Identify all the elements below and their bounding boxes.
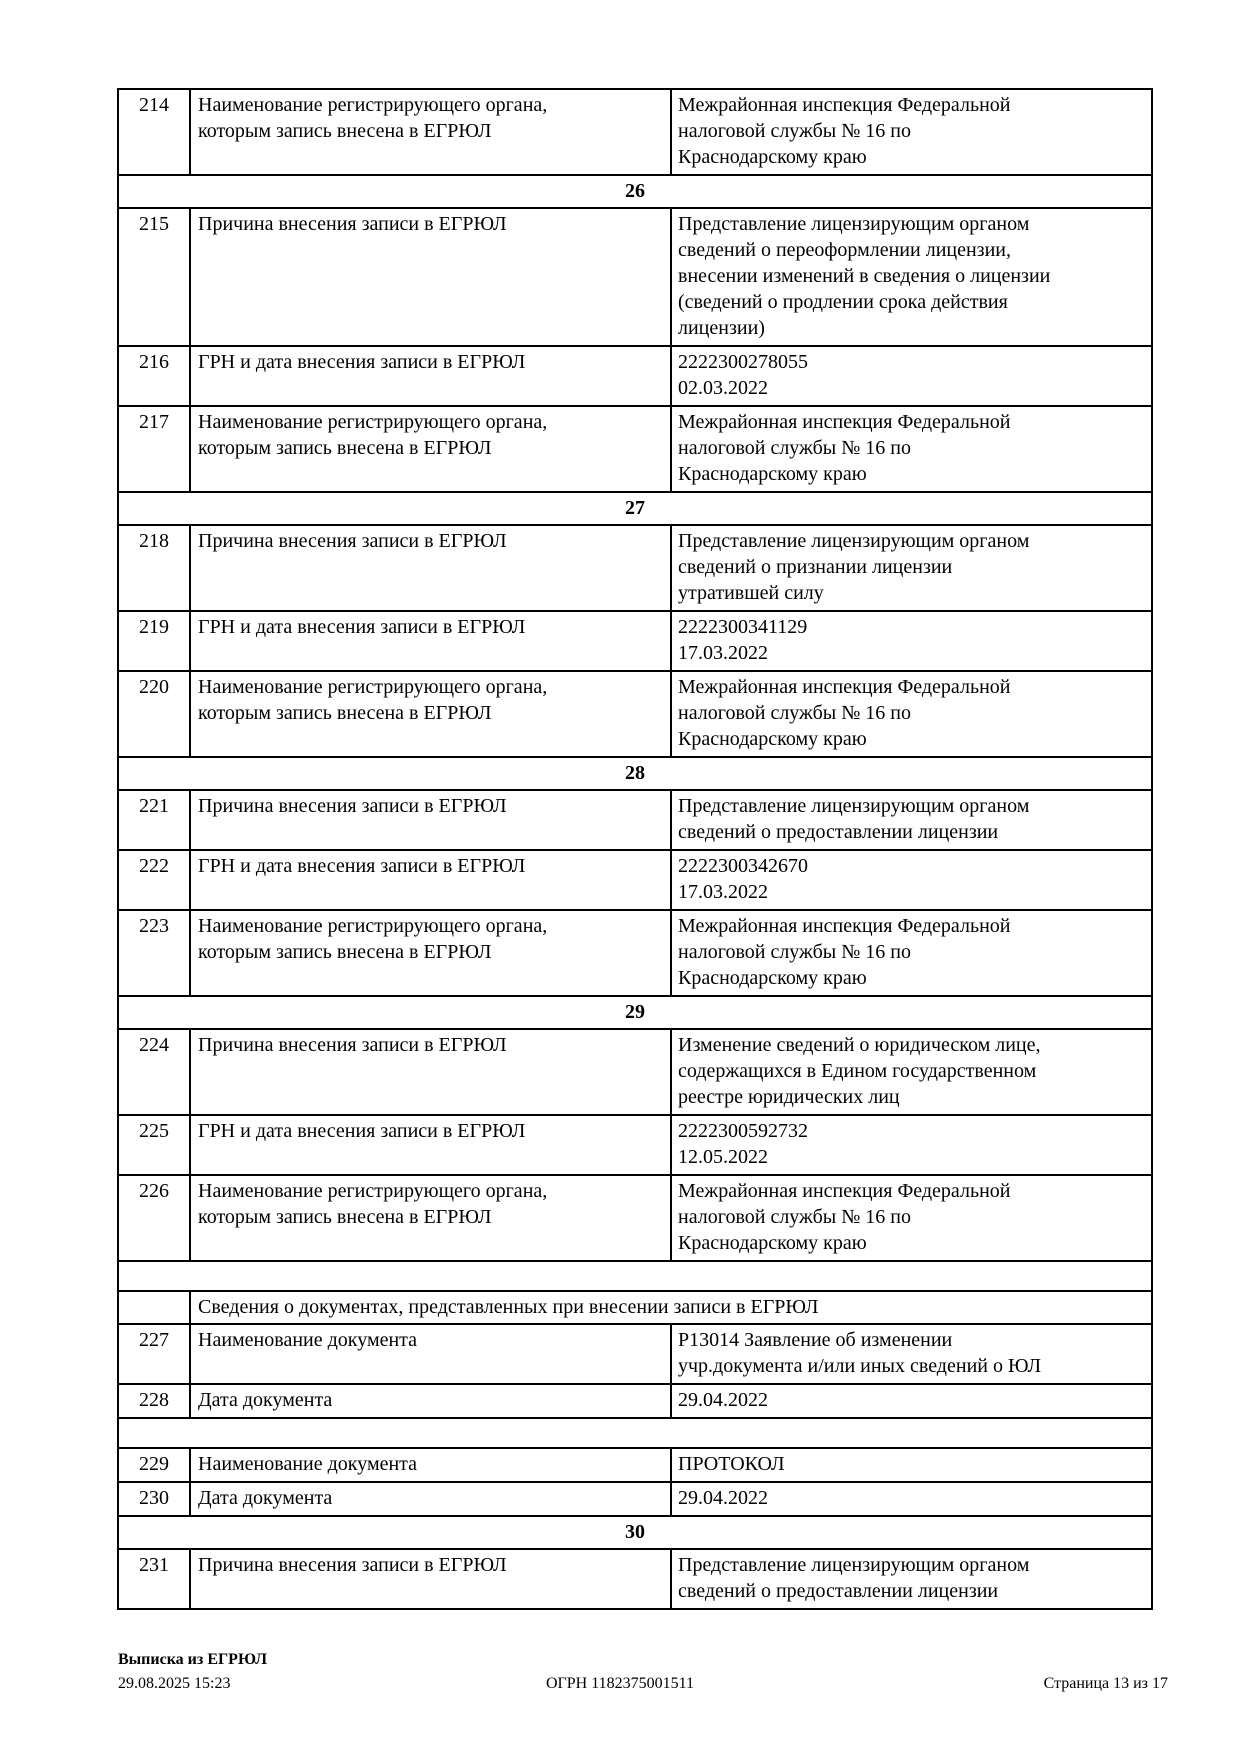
section-number: 27 [117, 491, 1153, 526]
table-row: 224 Причина внесения записи в ЕГРЮЛ Измене… [117, 1028, 1153, 1116]
field-label: Дата документа [189, 1383, 672, 1419]
field-value: ПРОТОКОЛ [670, 1447, 1153, 1483]
field-label: ГРН и дата внесения записи в ЕГРЮЛ [189, 345, 672, 407]
field-label: Причина внесения записи в ЕГРЮЛ [189, 1548, 672, 1610]
field-value: 29.04.2022 [670, 1481, 1153, 1517]
field-label: Наименование документа [189, 1323, 672, 1385]
egrul-records-table: 214 Наименование регистрирующего органа, … [117, 88, 1153, 1610]
table-row: 220 Наименование регистрирующего органа, … [117, 670, 1153, 758]
row-number: 226 [117, 1174, 191, 1262]
table-row: 227 Наименование документа Р13014 Заявлени… [117, 1323, 1153, 1385]
table-row: 215 Причина внесения записи в ЕГРЮЛ Предст… [117, 207, 1153, 347]
table-row: 30 [117, 1515, 1153, 1550]
row-number: 215 [117, 207, 191, 347]
footer-doc-title: Выписка из ЕГРЮЛ [118, 1651, 268, 1668]
row-number: 220 [117, 670, 191, 758]
table-row: 222 ГРН и дата внесения записи в ЕГРЮЛ 222… [117, 849, 1153, 911]
row-number: 231 [117, 1548, 191, 1610]
field-value: 2222300278055 02.03.2022 [670, 345, 1153, 407]
footer-timestamp: 29.08.2025 15:23 [118, 1675, 231, 1692]
spacer-cell [117, 1417, 1153, 1449]
field-value: Межрайонная инспекция Федеральной налого… [670, 405, 1153, 493]
field-label: Причина внесения записи в ЕГРЮЛ [189, 207, 672, 347]
footer-page-number: Страница 13 из 17 [1043, 1675, 1168, 1692]
table-row: 231 Причина внесения записи в ЕГРЮЛ Предст… [117, 1548, 1153, 1610]
row-number: 216 [117, 345, 191, 407]
table-row: 221 Причина внесения записи в ЕГРЮЛ Предст… [117, 789, 1153, 851]
table-row: 228 Дата документа 29.04.2022 [117, 1383, 1153, 1419]
field-value: Межрайонная инспекция Федеральной налого… [670, 670, 1153, 758]
table-row: 219 ГРН и дата внесения записи в ЕГРЮЛ 222… [117, 610, 1153, 672]
row-number: 218 [117, 524, 191, 612]
field-value: 2222300341129 17.03.2022 [670, 610, 1153, 672]
field-label: Дата документа [189, 1481, 672, 1517]
table-row: 218 Причина внесения записи в ЕГРЮЛ Предст… [117, 524, 1153, 612]
section-number: 30 [117, 1515, 1153, 1550]
table-row: 28 [117, 756, 1153, 791]
field-label: Наименование регистрирующего органа, кот… [189, 1174, 672, 1262]
row-number: 221 [117, 789, 191, 851]
table-row: 26 [117, 174, 1153, 209]
field-value: Межрайонная инспекция Федеральной налого… [670, 909, 1153, 997]
table-row [117, 1417, 1153, 1449]
row-number: 222 [117, 849, 191, 911]
field-value: 2222300592732 12.05.2022 [670, 1114, 1153, 1176]
table-row: 229 Наименование документа ПРОТОКОЛ [117, 1447, 1153, 1483]
table-row: 223 Наименование регистрирующего органа, … [117, 909, 1153, 997]
table-row: Сведения о документах, представленных пр… [117, 1290, 1153, 1325]
row-number: 219 [117, 610, 191, 672]
field-label: Причина внесения записи в ЕГРЮЛ [189, 789, 672, 851]
egrul-table-body: 214 Наименование регистрирующего органа, … [117, 88, 1153, 1610]
field-label: Причина внесения записи в ЕГРЮЛ [189, 1028, 672, 1116]
field-label: Наименование регистрирующего органа, кот… [189, 88, 672, 176]
row-number: 227 [117, 1323, 191, 1385]
footer-ogrn: ОГРН 1182375001511 [545, 1675, 695, 1692]
row-number: 217 [117, 405, 191, 493]
field-value: Р13014 Заявление об изменении учр.докуме… [670, 1323, 1153, 1385]
row-number: 224 [117, 1028, 191, 1116]
subheader-label: Сведения о документах, представленных пр… [189, 1290, 1153, 1325]
field-value: Межрайонная инспекция Федеральной налого… [670, 1174, 1153, 1262]
field-label: ГРН и дата внесения записи в ЕГРЮЛ [189, 610, 672, 672]
table-row [117, 1260, 1153, 1292]
row-number: 230 [117, 1481, 191, 1517]
row-number: 214 [117, 88, 191, 176]
field-value: Представление лицензирующим органом свед… [670, 207, 1153, 347]
field-value: Изменение сведений о юридическом лице, с… [670, 1028, 1153, 1116]
section-number: 28 [117, 756, 1153, 791]
table-row: 29 [117, 995, 1153, 1030]
row-number: 229 [117, 1447, 191, 1483]
section-number: 26 [117, 174, 1153, 209]
section-number: 29 [117, 995, 1153, 1030]
footer-doc-info: Выписка из ЕГРЮЛ 29.08.2025 15:23 [118, 1648, 267, 1696]
field-value: Представление лицензирующим органом свед… [670, 524, 1153, 612]
table-row: 230 Дата документа 29.04.2022 [117, 1481, 1153, 1517]
field-value: 29.04.2022 [670, 1383, 1153, 1419]
field-label: ГРН и дата внесения записи в ЕГРЮЛ [189, 849, 672, 911]
field-value: 2222300342670 17.03.2022 [670, 849, 1153, 911]
field-label: Наименование документа [189, 1447, 672, 1483]
field-value: Представление лицензирующим органом свед… [670, 789, 1153, 851]
spacer-cell [117, 1260, 1153, 1292]
row-number: 223 [117, 909, 191, 997]
table-row: 214 Наименование регистрирующего органа, … [117, 88, 1153, 176]
row-number: 228 [117, 1383, 191, 1419]
page-footer: Выписка из ЕГРЮЛ 29.08.2025 15:23 ОГРН 1… [0, 1648, 1240, 1708]
row-number: 225 [117, 1114, 191, 1176]
table-row: 216 ГРН и дата внесения записи в ЕГРЮЛ 222… [117, 345, 1153, 407]
table-row: 27 [117, 491, 1153, 526]
field-label: ГРН и дата внесения записи в ЕГРЮЛ [189, 1114, 672, 1176]
field-value: Межрайонная инспекция Федеральной налого… [670, 88, 1153, 176]
field-label: Наименование регистрирующего органа, кот… [189, 405, 672, 493]
table-row: 225 ГРН и дата внесения записи в ЕГРЮЛ 222… [117, 1114, 1153, 1176]
field-label: Причина внесения записи в ЕГРЮЛ [189, 524, 672, 612]
field-label: Наименование регистрирующего органа, кот… [189, 909, 672, 997]
table-row: 217 Наименование регистрирующего органа, … [117, 405, 1153, 493]
field-value: Представление лицензирующим органом свед… [670, 1548, 1153, 1610]
row-number-empty [117, 1290, 191, 1325]
field-label: Наименование регистрирующего органа, кот… [189, 670, 672, 758]
table-row: 226 Наименование регистрирующего органа, … [117, 1174, 1153, 1262]
